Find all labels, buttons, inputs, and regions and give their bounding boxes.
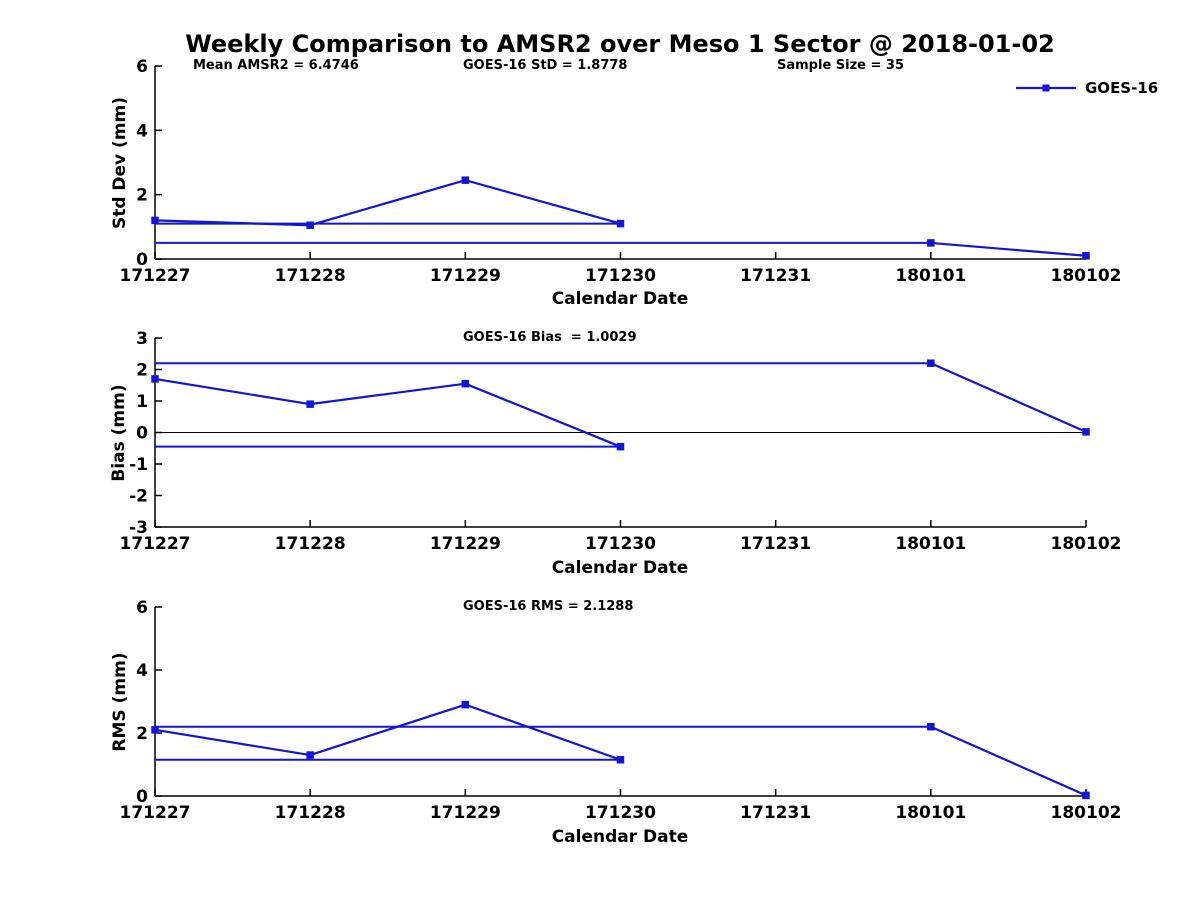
chart-title: Weekly Comparison to AMSR2 over Meso 1 S… <box>185 30 1055 58</box>
x-tick-label: 171231 <box>740 266 811 286</box>
series-line <box>930 362 1087 433</box>
x-tick-label: 171228 <box>275 266 346 286</box>
x-tick-label: 171228 <box>275 803 346 823</box>
y-tick-label: 6 <box>136 598 148 618</box>
subplot-1-annotation-1: Mean AMSR2 = 6.4746 <box>193 58 359 73</box>
x-tick-label: 180101 <box>895 534 966 554</box>
data-point-marker <box>151 726 159 734</box>
y-tick-label: 0 <box>136 424 148 444</box>
x-tick-label: 171227 <box>120 266 191 286</box>
y-axis-label-rms: RMS (mm) <box>110 652 130 752</box>
y-tick-label: 0 <box>136 787 148 807</box>
x-tick-label: 180102 <box>1051 803 1122 823</box>
data-point-marker <box>306 221 314 229</box>
data-point-marker <box>616 756 625 764</box>
x-tick-label: 171230 <box>585 803 656 823</box>
data-point-marker <box>1082 791 1090 800</box>
y-tick-label: -1 <box>129 455 148 475</box>
data-point-marker <box>1082 252 1090 260</box>
y-tick-label: -3 <box>129 518 148 538</box>
y-tick-label: 2 <box>136 186 148 206</box>
x-tick-label: 180102 <box>1051 266 1122 286</box>
data-point-marker <box>927 239 935 247</box>
x-tick-label: 171227 <box>120 534 191 554</box>
x-tick-label: 171228 <box>275 534 346 554</box>
y-tick-label: 4 <box>136 661 148 681</box>
data-point-marker <box>1082 428 1090 436</box>
legend-line-sample <box>1016 84 1076 92</box>
x-axis-label-subplot-1: Calendar Date <box>551 289 689 309</box>
y-tick-label: 2 <box>136 361 148 381</box>
series-line <box>930 241 1087 257</box>
subplot-2-annotation-1: GOES-16 Bias = 1.0029 <box>463 330 637 345</box>
legend-marker-icon <box>1042 84 1050 92</box>
subplot-1-annotation-3: Sample Size = 35 <box>777 58 905 73</box>
subplot-2: -3 -2 -1 0 1 2 3 171227 171228 171229 171230 171231… <box>120 329 1122 554</box>
x-axis-label-subplot-3: Calendar Date <box>551 827 689 847</box>
legend-label: GOES-16 <box>1085 79 1159 97</box>
data-point-marker <box>616 442 625 451</box>
x-tick-label: 180102 <box>1051 534 1122 554</box>
legend: GOES-16 <box>1015 79 1158 97</box>
x-tick-label: 171231 <box>740 534 811 554</box>
x-tick-label: 180101 <box>895 803 966 823</box>
x-tick-label: 171229 <box>430 534 501 554</box>
y-tick-label: 0 <box>136 250 148 270</box>
x-axis-label-subplot-2: Calendar Date <box>551 558 689 578</box>
subplot-1: 0 2 4 6 171227 171228 171229 171230 171231 180101… <box>120 57 1122 286</box>
data-point-marker <box>461 176 470 184</box>
x-tick-label: 171230 <box>585 266 656 286</box>
series-line <box>930 725 1087 797</box>
data-point-marker <box>927 722 935 731</box>
y-tick-label: -2 <box>129 487 148 507</box>
data-point-marker <box>151 216 159 225</box>
y-tick-label: 3 <box>136 329 148 349</box>
x-tick-label: 171230 <box>585 534 656 554</box>
x-tick-label: 171229 <box>430 803 501 823</box>
y-tick-label: 4 <box>136 121 148 141</box>
subplot-1-annotation-2: GOES-16 StD = 1.8778 <box>463 58 628 73</box>
x-tick-label: 171229 <box>430 266 501 286</box>
y-axis-label-bias: Bias (mm) <box>109 384 129 482</box>
data-point-marker <box>616 219 625 228</box>
subplot-3: 0 2 4 6 171227 171228 171229 171230 171231 180101… <box>120 598 1122 823</box>
data-point-marker <box>461 379 470 388</box>
data-point-marker <box>306 400 314 408</box>
series-line <box>154 179 621 227</box>
series-line <box>154 703 621 761</box>
series-line <box>154 377 621 448</box>
x-tick-label: 180101 <box>895 266 966 286</box>
y-tick-label: 2 <box>136 724 148 744</box>
data-point-marker <box>927 359 935 367</box>
y-axis-label-stddev: Std Dev (mm) <box>110 96 130 230</box>
y-tick-label: 6 <box>136 57 148 77</box>
data-point-marker <box>151 375 159 383</box>
x-tick-label: 171231 <box>740 803 811 823</box>
subplot-3-annotation-1: GOES-16 RMS = 2.1288 <box>463 599 634 614</box>
y-tick-label: 1 <box>136 392 148 412</box>
data-point-marker <box>461 700 470 709</box>
x-tick-label: 171227 <box>120 803 191 823</box>
data-point-marker <box>306 751 314 759</box>
